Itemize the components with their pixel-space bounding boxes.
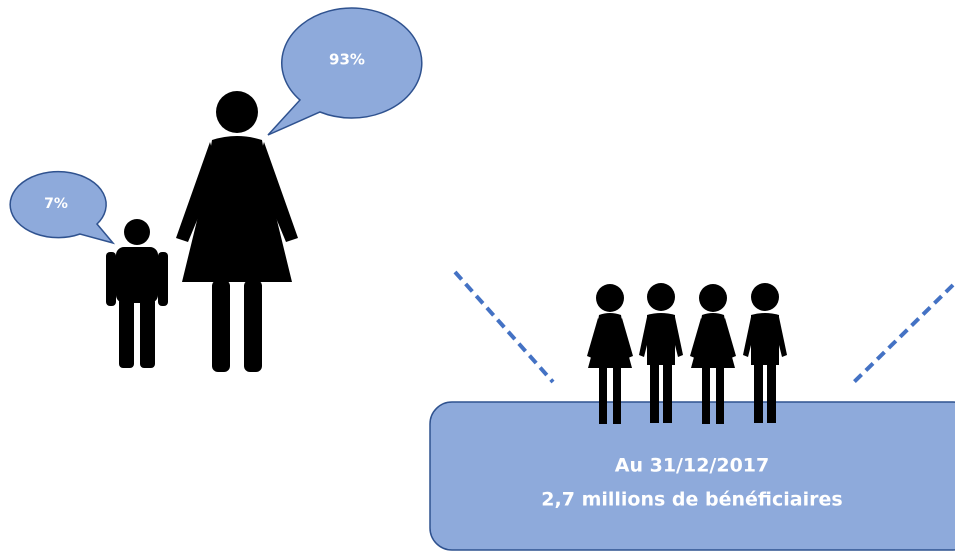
bubble-label: 7% (44, 196, 68, 212)
speech-bubble (9, 170, 116, 245)
child-icon (106, 219, 168, 368)
dashed-line (453, 270, 555, 384)
box-line: Au 31/12/2017 (615, 455, 770, 477)
woman-icon (176, 91, 298, 372)
bubble-label: 93% (329, 51, 365, 69)
box-line: 2,7 millions de bénéficiaires (541, 489, 842, 511)
speech-bubble (267, 7, 423, 136)
dashed-line (851, 283, 955, 385)
